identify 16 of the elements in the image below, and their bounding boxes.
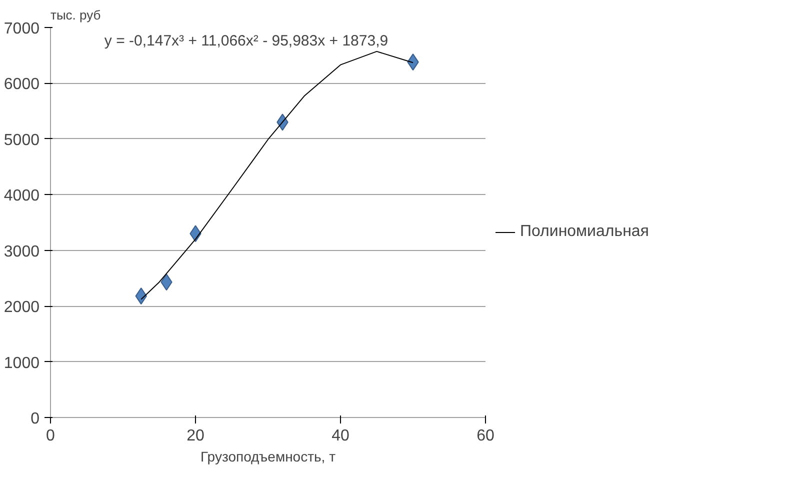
y-tick-label: 2000: [4, 299, 40, 316]
y-tick-label: 5000: [4, 132, 40, 149]
y-tick-label: 7000: [4, 20, 40, 38]
x-tick-label: 40: [332, 428, 350, 444]
y-tick-label: 6000: [4, 76, 40, 94]
x-tick-label: 60: [476, 428, 494, 444]
y-tick-label: 0: [30, 410, 40, 428]
x-tick-label: 20: [186, 428, 204, 444]
y-tick-label: 1000: [4, 354, 40, 372]
y-tick-label: 4000: [4, 188, 40, 205]
x-tick-label: 0: [46, 428, 56, 444]
legend-label: Полиномиальная: [520, 223, 649, 241]
x-axis-title: Грузоподъемность, т: [200, 448, 336, 464]
y-tick-label: 3000: [4, 243, 40, 260]
annotation: y = -0,147x³ + 11,066x² - 95,983x + 1873,9: [104, 32, 388, 50]
y-axis-title: тыс. руб: [50, 8, 101, 22]
